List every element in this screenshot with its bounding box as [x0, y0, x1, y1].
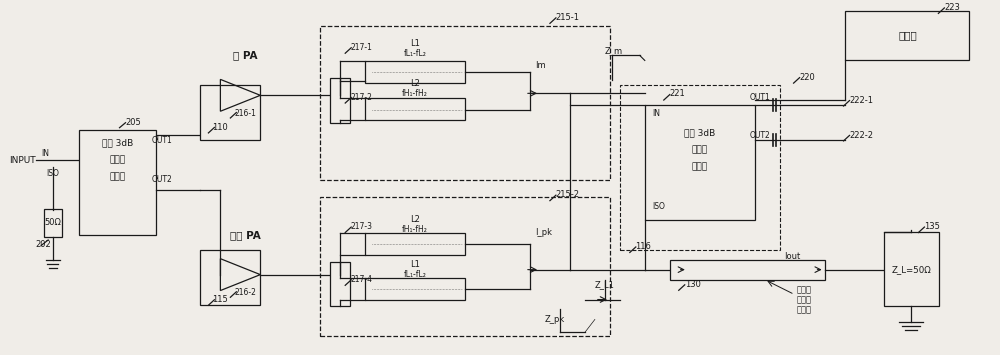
Text: L1: L1 [410, 260, 420, 269]
Text: 四分之: 四分之 [797, 285, 812, 294]
Text: 216-2: 216-2 [234, 288, 256, 297]
Bar [330, 78, 350, 123]
Text: 宽带 3dB: 宽带 3dB [102, 139, 133, 148]
Text: IN: IN [652, 109, 660, 118]
Bar [884, 232, 939, 306]
Text: fL₁-fL₂: fL₁-fL₂ [404, 49, 427, 58]
Text: 115: 115 [212, 295, 228, 304]
Bar [620, 85, 780, 250]
Text: Im: Im [535, 61, 546, 70]
Text: 215-1: 215-1 [555, 13, 579, 22]
Text: L2: L2 [410, 79, 420, 88]
Text: 变换器: 变换器 [797, 305, 812, 314]
Text: OUT1: OUT1 [750, 93, 770, 102]
Text: 205: 205 [126, 118, 141, 127]
Text: 217-3: 217-3 [350, 222, 372, 231]
Text: 220: 220 [800, 73, 815, 82]
Text: INPUT: INPUT [9, 155, 35, 165]
Bar [365, 233, 465, 255]
Text: 耦合器: 耦合器 [109, 173, 126, 181]
Bar [200, 250, 260, 305]
Bar [645, 105, 755, 220]
Text: 主 PA: 主 PA [233, 50, 258, 60]
Text: ISO: ISO [46, 169, 59, 178]
Text: 110: 110 [212, 123, 228, 132]
Bar [365, 61, 465, 83]
Bar [320, 197, 610, 337]
Text: Z_pk: Z_pk [545, 315, 565, 324]
Bar [845, 11, 969, 60]
Text: OUT1: OUT1 [151, 136, 172, 144]
Bar [44, 209, 62, 237]
Bar [365, 278, 465, 300]
Text: I_pk: I_pk [535, 228, 552, 237]
Text: 控制器: 控制器 [898, 31, 917, 40]
Text: L1: L1 [410, 39, 420, 48]
Text: OUT2: OUT2 [151, 175, 172, 185]
Text: 耦合器: 耦合器 [692, 163, 708, 171]
Text: 峰值 PA: 峰值 PA [230, 230, 261, 240]
Text: 223: 223 [944, 3, 960, 12]
Text: L2: L2 [410, 215, 420, 224]
Text: 宽带 3dB: 宽带 3dB [684, 129, 715, 138]
Text: 116: 116 [635, 242, 651, 251]
Text: ISO: ISO [652, 202, 665, 211]
Text: 混合式: 混合式 [692, 146, 708, 155]
Bar [365, 98, 465, 120]
Text: 222-2: 222-2 [850, 131, 874, 140]
Text: IN: IN [42, 149, 50, 158]
Bar [330, 262, 350, 306]
Text: 216-1: 216-1 [234, 109, 256, 118]
Text: 135: 135 [924, 222, 940, 231]
Text: 130: 130 [685, 280, 701, 289]
Text: 50Ω: 50Ω [44, 218, 61, 227]
Bar [200, 85, 260, 140]
Text: 217-4: 217-4 [350, 275, 372, 284]
Text: 202: 202 [36, 240, 51, 249]
Bar [670, 260, 825, 280]
Bar [79, 130, 156, 235]
Text: OUT2: OUT2 [750, 131, 770, 140]
Text: 222-1: 222-1 [850, 96, 874, 105]
Text: 215-2: 215-2 [555, 190, 579, 200]
Text: 217-2: 217-2 [350, 93, 372, 102]
Text: 混合式: 混合式 [109, 155, 126, 165]
Bar [320, 26, 610, 180]
Text: fL₁-fL₂: fL₁-fL₂ [404, 270, 427, 279]
Text: fH₁-fH₂: fH₁-fH₂ [402, 89, 428, 98]
Text: 一波长: 一波长 [797, 295, 812, 304]
Text: Z_L=50Ω: Z_L=50Ω [892, 265, 931, 274]
Text: Iout: Iout [785, 252, 801, 261]
Text: Z_L1: Z_L1 [595, 280, 615, 289]
Text: 217-1: 217-1 [350, 43, 372, 52]
Text: fH₁-fH₂: fH₁-fH₂ [402, 225, 428, 234]
Text: Z_m: Z_m [605, 46, 623, 55]
Text: 221: 221 [670, 89, 686, 98]
